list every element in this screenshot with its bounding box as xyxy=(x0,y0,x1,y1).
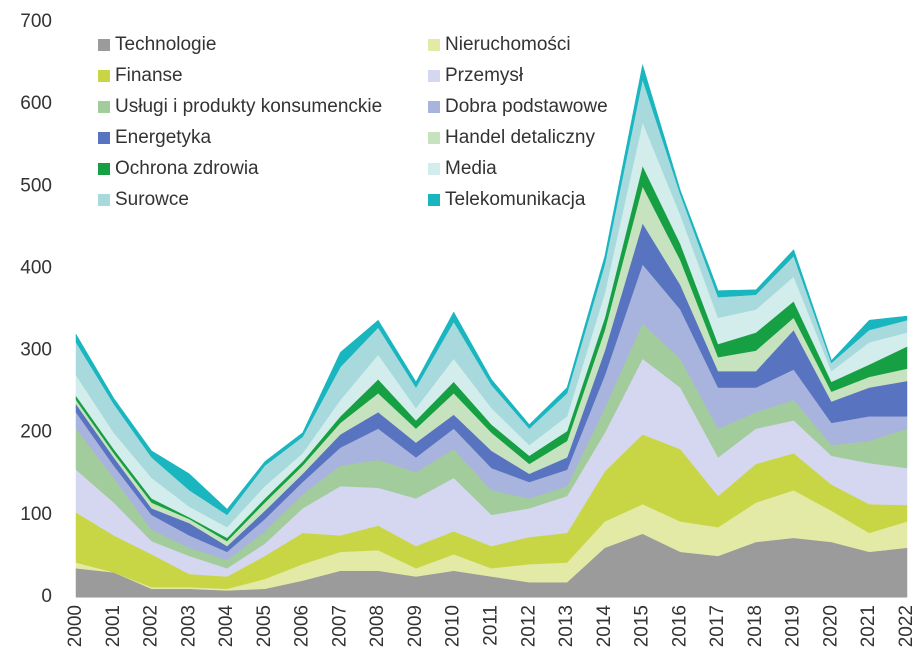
x-tick-label: 2005 xyxy=(254,605,275,647)
legend-label: Przemysł xyxy=(445,65,524,86)
x-tick-label: 2011 xyxy=(481,605,502,646)
x-tick-label: 2015 xyxy=(632,605,653,647)
x-tick-label: 2012 xyxy=(518,605,539,647)
x-tick-label: 2019 xyxy=(783,605,804,647)
legend-label: Surowce xyxy=(115,189,189,210)
legend-swatch xyxy=(98,194,110,206)
legend-swatch xyxy=(428,70,440,82)
x-tick-label: 2008 xyxy=(367,605,388,647)
x-tick-label: 2020 xyxy=(820,605,841,647)
x-tick-label: 2021 xyxy=(858,605,879,647)
legend-swatch xyxy=(98,70,110,82)
x-tick-label: 2014 xyxy=(594,605,615,648)
x-tick-label: 2001 xyxy=(103,605,124,647)
legend-swatch xyxy=(428,194,440,206)
legend-label: Handel detaliczny xyxy=(445,127,595,148)
x-tick-label: 2002 xyxy=(141,605,162,647)
x-tick-label: 2003 xyxy=(178,605,199,647)
x-tick-label: 2010 xyxy=(443,605,464,647)
legend-label: Media xyxy=(445,158,497,179)
x-tick-label: 2022 xyxy=(896,605,917,647)
x-tick-label: 2009 xyxy=(405,605,426,647)
x-tick-label: 2016 xyxy=(669,605,690,647)
legend-swatch xyxy=(428,163,440,175)
y-tick-label: 100 xyxy=(20,504,52,525)
legend-label: Ochrona zdrowia xyxy=(115,158,259,179)
y-tick-label: 600 xyxy=(20,93,52,114)
legend-label: Nieruchomości xyxy=(445,34,571,55)
legend-label: Finanse xyxy=(115,65,183,86)
x-tick-label: 2017 xyxy=(707,605,728,647)
legend-label: Usługi i produkty konsumenckie xyxy=(115,96,382,117)
x-tick-label: 2004 xyxy=(216,605,237,648)
legend-label: Telekomunikacja xyxy=(445,189,586,210)
legend-swatch xyxy=(98,39,110,51)
x-tick-label: 2013 xyxy=(556,605,577,647)
legend-swatch xyxy=(428,132,440,144)
x-tick-label: 2018 xyxy=(745,605,766,647)
y-tick-label: 400 xyxy=(20,257,52,278)
legend-swatch xyxy=(428,101,440,113)
legend-swatch xyxy=(98,132,110,144)
y-tick-label: 700 xyxy=(20,11,52,32)
x-tick-label: 2006 xyxy=(292,605,313,647)
y-tick-label: 500 xyxy=(20,175,52,196)
legend-label: Dobra podstawowe xyxy=(445,96,608,117)
y-tick-label: 200 xyxy=(20,422,52,443)
legend-swatch xyxy=(428,39,440,51)
legend-swatch xyxy=(98,101,110,113)
y-tick-label: 300 xyxy=(20,340,52,361)
legend-label: Energetyka xyxy=(115,127,212,148)
y-tick-label: 0 xyxy=(41,586,52,607)
legend-label: Technologie xyxy=(115,34,216,55)
area xyxy=(75,64,908,516)
legend-swatch xyxy=(98,163,110,175)
x-tick-label: 2007 xyxy=(329,605,350,647)
x-tick-label: 2000 xyxy=(65,605,86,647)
